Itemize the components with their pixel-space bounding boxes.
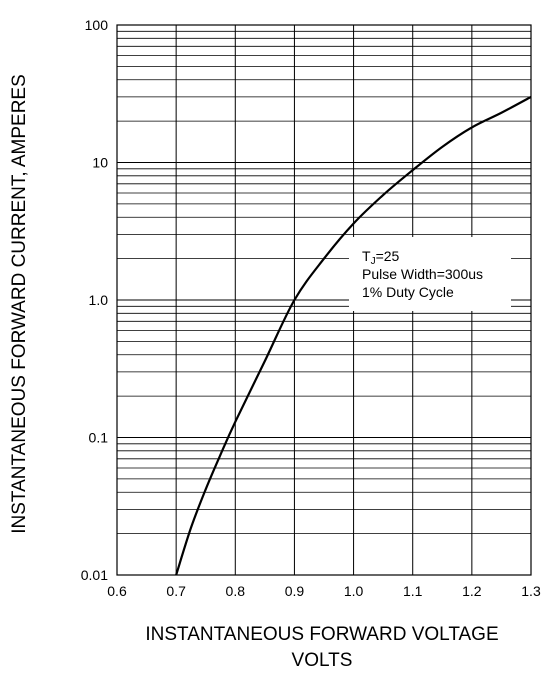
minor-gridlines — [117, 30, 531, 535]
x-tick-label: 1.0 — [344, 583, 364, 599]
y-axis-title: INSTANTANEOUS FORWARD CURRENT, AMPERES — [9, 74, 30, 534]
temperature-value: =25 — [376, 248, 400, 264]
test-conditions-background — [349, 237, 511, 311]
pulse-width-label: Pulse Width=300us — [362, 266, 483, 282]
y-tick-label: 10 — [92, 155, 108, 171]
temperature-symbol: T — [362, 248, 371, 264]
x-tick-label: 0.9 — [285, 583, 305, 599]
test-conditions-box: TJ=25 Pulse Width=300us 1% Duty Cycle — [349, 237, 511, 311]
temperature-subscript: J — [371, 256, 376, 267]
y-tick-label: 1.0 — [89, 292, 109, 308]
x-tick-label: 0.8 — [226, 583, 246, 599]
x-axis-title: INSTANTANEOUS FORWARD VOLTAGE — [145, 624, 498, 645]
x-axis-tick-labels: 0.6 0.7 0.8 0.9 1.0 1.1 1.2 1.3 — [107, 583, 541, 599]
x-tick-label: 0.6 — [107, 583, 127, 599]
y-tick-label: 0.1 — [89, 430, 109, 446]
plot-frame — [116, 24, 532, 576]
y-tick-label: 100 — [85, 17, 109, 33]
junction-temperature-label: TJ=25 — [362, 248, 400, 267]
x-axis-unit: VOLTS — [292, 650, 353, 671]
x-tick-label: 1.2 — [462, 583, 482, 599]
duty-cycle-label: 1% Duty Cycle — [362, 284, 454, 300]
forward-current-curve — [175, 95, 532, 576]
x-tick-label: 1.1 — [403, 583, 423, 599]
x-tick-label: 1.3 — [521, 583, 541, 599]
x-tick-label: 0.7 — [166, 583, 186, 599]
y-tick-label: 0.01 — [81, 567, 108, 583]
y-axis-tick-labels: 0.01 0.1 1.0 10 100 — [81, 17, 108, 583]
